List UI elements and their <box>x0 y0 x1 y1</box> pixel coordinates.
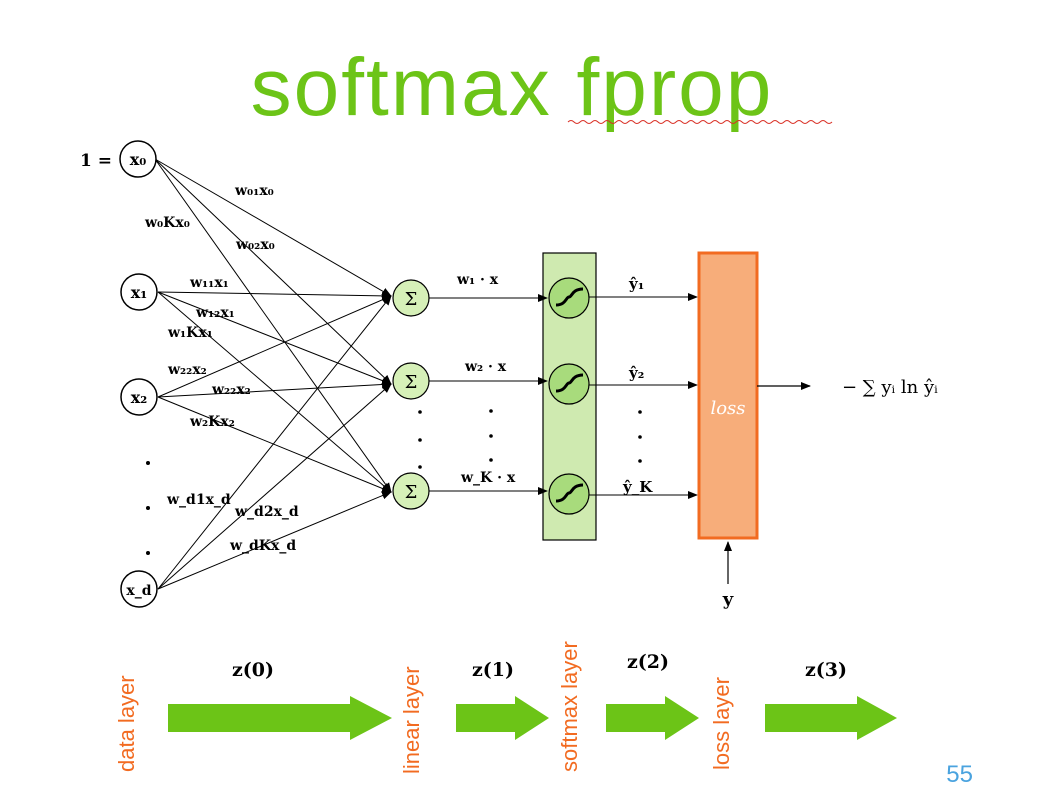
loss-box <box>697 251 759 540</box>
softmax-output-K: ŷ_K <box>622 478 653 496</box>
linear-output-K: w_K · x <box>460 470 516 486</box>
weight-label-wdK: w_dKx_d <box>229 538 296 554</box>
softmax-node-K <box>548 473 590 515</box>
z-label-3: z(3) <box>805 659 847 681</box>
loss-formula: − ∑ yᵢ ln ŷᵢ <box>842 377 938 398</box>
softmax-output-2: ŷ₂ <box>628 364 644 382</box>
weight-label-wd2: w_d2x_d <box>234 504 299 520</box>
weight-label-wd1: w_d1x_d <box>166 492 231 508</box>
svg-text:x_d: x_d <box>126 583 151 599</box>
flow-arrow-z3 <box>765 696 897 740</box>
linear-node-K: Σ <box>392 472 430 510</box>
input-node-x0: x₀ <box>119 140 157 178</box>
input-connections <box>154 158 392 590</box>
target-label: y <box>722 589 734 610</box>
loss-box-label: loss <box>710 398 745 419</box>
svg-text:Σ: Σ <box>405 482 418 503</box>
weight-label-w1K: w₁Kx₁ <box>167 325 213 341</box>
svg-text:x₁: x₁ <box>131 283 148 302</box>
spellcheck-underline <box>567 120 833 124</box>
linear-node-1: Σ <box>392 279 430 317</box>
weight-label-w2K: w₂Kx₂ <box>189 414 235 430</box>
layer-label-data: data layer <box>114 675 139 772</box>
linear-node-2: Σ <box>392 362 430 400</box>
softmax-node-2 <box>548 363 590 405</box>
weight-label-w11: w₁₁x₁ <box>189 275 229 291</box>
softmax-output-1: ŷ₁ <box>628 275 644 293</box>
weight-label-w22b: w₂₂x₂ <box>211 382 251 398</box>
bias-prefix: 1 = <box>80 151 112 171</box>
input-node-x1: x₁ <box>120 273 158 311</box>
layer-label-linear: linear layer <box>399 666 424 774</box>
linear-output-2: w₂ · x <box>464 359 507 375</box>
softmax-to-loss-arrows <box>589 293 698 499</box>
linear-output-1: w₁ · x <box>456 272 499 288</box>
input-node-x2: x₂ <box>120 378 158 416</box>
svg-text:x₂: x₂ <box>131 388 148 407</box>
z-label-1: z(1) <box>472 659 514 681</box>
flow-arrow-z2 <box>606 696 699 740</box>
flow-arrow-z1 <box>456 696 549 740</box>
layer-label-softmax: softmax layer <box>557 641 582 772</box>
weight-label-w0K: w₀Kx₀ <box>144 215 190 231</box>
svg-text:x₀: x₀ <box>130 150 147 169</box>
page-title: softmax fprop <box>251 42 774 133</box>
weight-label-w02: w₀₂x₀ <box>235 237 275 253</box>
z-label-2: z(2) <box>627 651 669 673</box>
z-label-0: z(0) <box>232 659 274 681</box>
input-ellipsis <box>146 461 150 555</box>
input-node-xd: x_d <box>120 570 158 608</box>
linear-to-softmax-arrows <box>429 294 548 495</box>
weight-label-w12: w₁₂x₁ <box>195 305 235 321</box>
layer-label-loss: loss layer <box>709 677 734 770</box>
linear-ellipsis <box>418 409 493 469</box>
softmax-node-1 <box>548 277 590 319</box>
softmax-ellipsis <box>638 410 642 463</box>
page-number: 55 <box>946 761 973 788</box>
flow-arrow-z0 <box>168 696 392 740</box>
weight-label-w22a: w₂₂x₂ <box>167 362 207 378</box>
svg-text:Σ: Σ <box>405 289 418 310</box>
weight-label-w01: w₀₁x₀ <box>234 183 274 199</box>
svg-text:Σ: Σ <box>405 372 418 393</box>
